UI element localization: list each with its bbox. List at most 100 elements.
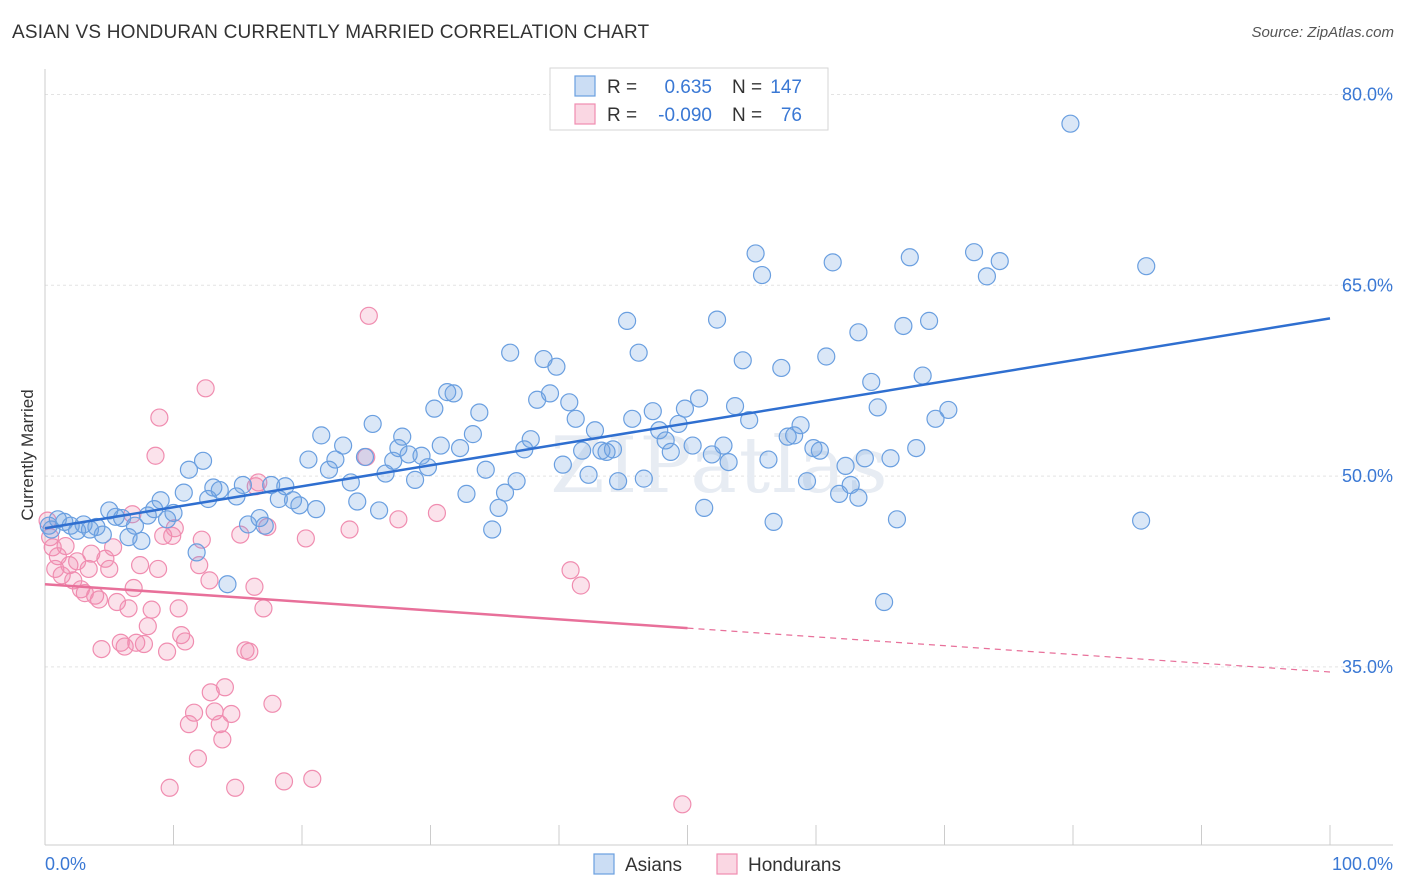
hondurans-point (157, 642, 177, 661)
asians-point (348, 492, 367, 511)
hondurans-point (104, 538, 123, 557)
asians-point (151, 491, 170, 510)
asians-point (629, 343, 648, 362)
hondurans-point (43, 538, 62, 557)
asians-point (894, 316, 913, 336)
hondurans-point (100, 559, 119, 579)
asians-point (1137, 257, 1156, 276)
legend-swatch-hondurans (574, 103, 596, 125)
asians-point (389, 438, 408, 458)
hondurans-point (127, 633, 146, 652)
asians-point (785, 426, 804, 445)
hondurans-point (263, 694, 282, 713)
asians-point (849, 488, 868, 507)
asians-point (719, 452, 738, 472)
asians-point (521, 430, 540, 449)
tick-labels: 35.0% 50.0% 65.0% 80.0% 0.0% 100.0% (45, 84, 1393, 874)
asians-point (618, 311, 637, 330)
hondurans-point (146, 446, 165, 465)
asians-point (759, 450, 778, 469)
asians-point (431, 436, 450, 455)
asians-point (193, 451, 213, 470)
y-axis-label: Currently Married (18, 389, 37, 520)
asians-point (797, 472, 817, 491)
hondurans-trend-line (44, 582, 688, 630)
asians-point (1132, 511, 1151, 530)
asians-point (399, 445, 418, 464)
asians-point (476, 460, 495, 479)
asians-point (495, 483, 515, 502)
hondurans-point (160, 778, 179, 797)
asians-point (623, 409, 642, 428)
hondurans-point (188, 749, 208, 768)
asians-point (707, 310, 727, 329)
x-tick-label: 0.0% (45, 854, 86, 874)
asians-point (746, 244, 765, 263)
asians-point (862, 372, 881, 392)
asians-point (656, 431, 675, 450)
correlation-legend: R = 0.635 N = 147 R = -0.090 N = 76 (549, 67, 829, 131)
asians-point (689, 389, 709, 408)
hondurans-point (254, 599, 273, 618)
data-points (38, 114, 1156, 814)
y-tick-label: 80.0% (1342, 84, 1393, 104)
asians-point (405, 470, 425, 489)
asians-point (560, 393, 579, 412)
hondurans-point (389, 510, 408, 529)
hondurans-point (215, 678, 234, 697)
chart-title: ASIAN VS HONDURAN CURRENTLY MARRIED CORR… (12, 22, 650, 43)
hondurans-point (52, 566, 71, 585)
hondurans-point (107, 592, 127, 612)
hondurans-point (673, 795, 692, 814)
asians-point (290, 496, 309, 515)
axes (44, 69, 1393, 846)
asians-point (817, 347, 836, 366)
asians-point (603, 440, 623, 459)
asians-point (312, 426, 331, 445)
asians-point (887, 510, 907, 529)
asians-point (174, 483, 193, 502)
asians-point (836, 456, 855, 476)
asians-point (990, 251, 1009, 271)
hondurans-point (427, 503, 447, 523)
asians-point (218, 575, 237, 594)
asians-point (444, 384, 463, 403)
asians-point (752, 265, 772, 285)
hondurans-point (359, 306, 378, 325)
asians-point (977, 267, 997, 286)
y-tick-label: 50.0% (1342, 466, 1393, 486)
asians-point (87, 517, 106, 537)
hondurans-point (222, 704, 241, 724)
hondurans-point (148, 559, 168, 579)
asians-point (334, 436, 353, 455)
asians-point (579, 465, 598, 484)
asians-point (573, 441, 592, 460)
asians-point (900, 248, 919, 267)
asians-point (210, 480, 229, 500)
asians-point (233, 475, 252, 495)
asians-point (540, 384, 560, 403)
asians-point (778, 427, 797, 446)
x-tick-label: 100.0% (1332, 854, 1393, 874)
asians-point (93, 525, 112, 544)
hondurans-point (82, 544, 101, 563)
legend-r-label: R = (607, 105, 637, 126)
asians-point (457, 484, 476, 503)
asians-point (489, 498, 508, 517)
hondurans-point (200, 571, 219, 590)
hondurans-point (571, 576, 590, 595)
asians-point (772, 358, 791, 378)
asians-point (725, 397, 745, 416)
legend-label-asians: Asians (625, 855, 682, 876)
hondurans-point (231, 525, 250, 544)
legend-n-label: N = (732, 105, 762, 126)
source-label: Source: ZipAtlas.com (1251, 24, 1394, 41)
hondurans-point (340, 520, 359, 539)
hondurans-point (130, 556, 150, 575)
asians-point (926, 409, 945, 428)
asians-point (764, 512, 783, 531)
asians-point (695, 498, 714, 517)
legend-n-label: N = (732, 77, 762, 98)
asians-point (363, 414, 382, 434)
